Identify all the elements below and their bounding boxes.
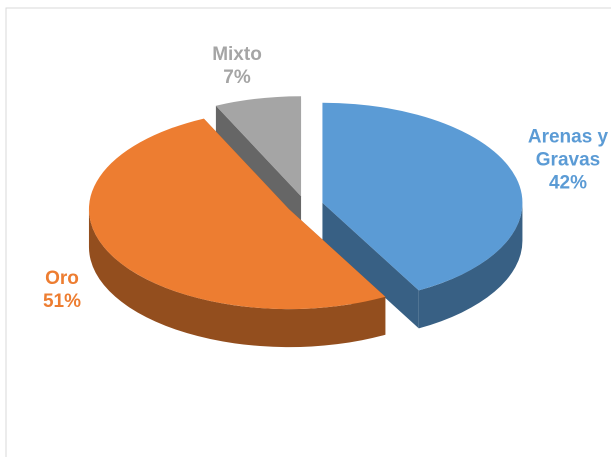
category-label: Arenas y Gravas <box>527 126 609 171</box>
data-label: Arenas y Gravas 42% <box>513 126 611 195</box>
data-label: Oro 51% <box>17 267 107 313</box>
value-label: 7% <box>223 67 251 88</box>
data-label: Mixto 7% <box>192 43 282 89</box>
value-label: 42% <box>548 172 588 194</box>
slice-side <box>322 202 419 329</box>
value-label: 51% <box>42 291 82 312</box>
slice-side <box>418 202 523 329</box>
slice <box>322 102 523 291</box>
slice <box>215 96 302 197</box>
chart-frame <box>5 7 611 457</box>
category-label: Mixto <box>212 44 262 65</box>
slice <box>88 118 386 310</box>
slice-side <box>88 209 386 348</box>
category-label: Oro <box>45 268 79 289</box>
